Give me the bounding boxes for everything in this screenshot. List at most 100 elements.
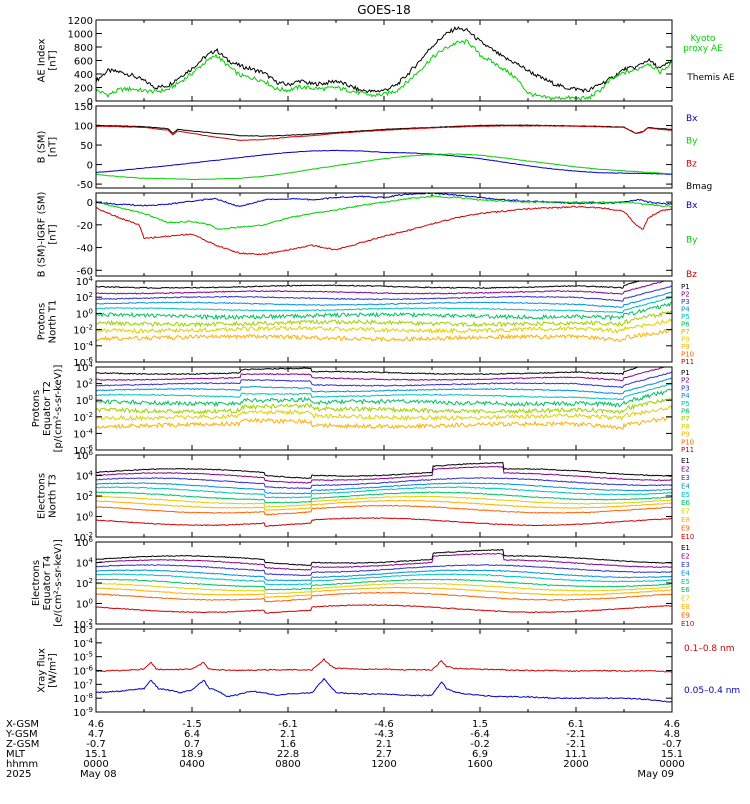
channel-legend-label: P6 xyxy=(681,408,690,416)
y-tick-label: 10-6 xyxy=(73,444,93,457)
ephemeris-value: -0.7 xyxy=(662,739,682,750)
ephemeris-value: 1200 xyxy=(371,759,396,770)
y-tick-label: 106 xyxy=(76,449,94,462)
y-axis-label-line: [W/m²] xyxy=(48,653,59,688)
legend-label: Bx xyxy=(686,114,698,124)
channel-legend-label: E1 xyxy=(681,544,690,552)
y-tick-label: 200 xyxy=(74,84,93,95)
channel-legend-label: E8 xyxy=(681,603,690,611)
ephemeris-value: -2.1 xyxy=(566,739,586,750)
y-tick-label: -20 xyxy=(77,221,93,232)
channel-legend-label: P10 xyxy=(681,351,694,359)
channel-legend-label: E10 xyxy=(681,533,694,541)
y-tick-label: 10-2 xyxy=(73,531,93,544)
ephemeris-value: -0.2 xyxy=(470,739,490,750)
channel-legend-label: P5 xyxy=(681,313,690,321)
y-tick-label: 102 xyxy=(76,490,93,503)
channel-line xyxy=(96,591,672,603)
y-axis-label-line: [e/(cm²-s-sr-keV)] xyxy=(53,539,64,627)
legend-label: Themis AE xyxy=(686,73,735,83)
y-axis-label: B (SM)-IGRF (SM) [nT] xyxy=(37,192,59,278)
ephemeris-value: 6.1 xyxy=(568,719,584,730)
legend-label: Bmag xyxy=(686,182,712,192)
ephemeris-value: 0400 xyxy=(179,759,204,770)
channel-legend-label: P4 xyxy=(681,306,690,314)
ephemeris-value: 15.1 xyxy=(85,749,107,760)
ephemeris-value: May 09 xyxy=(637,769,674,780)
channel-legend-label: E7 xyxy=(681,508,690,516)
channel-legend-label: P5 xyxy=(681,400,690,408)
channel-legend-label: P3 xyxy=(681,384,690,392)
channel-line xyxy=(96,499,672,511)
channel-line xyxy=(96,548,672,567)
y-axis-label: Xray flux [W/m²] xyxy=(37,648,59,693)
y-tick-label: 102 xyxy=(76,291,93,304)
channel-legend-label: E9 xyxy=(681,612,690,620)
y-axis-label: B (SM) [nT] xyxy=(37,130,59,163)
channel-legend-label: P2 xyxy=(681,291,690,299)
channel-line xyxy=(96,377,672,395)
channel-legend-label: P9 xyxy=(681,343,690,351)
ephemeris-value: 1.5 xyxy=(472,719,488,730)
channel-legend-label: E6 xyxy=(681,499,690,507)
channel-legend-label: E3 xyxy=(681,474,690,482)
channel-line xyxy=(96,397,672,415)
y-axis-label: Protons Equator T2 [p/(cm²-s-sr-keV)] xyxy=(31,365,64,453)
y-axis-label-line: [nT] xyxy=(48,224,59,244)
y-tick-label: 100 xyxy=(74,122,93,133)
y-tick-label: 100 xyxy=(76,394,93,407)
y-tick-label: 100 xyxy=(76,598,93,611)
y-tick-label: 1000 xyxy=(68,30,93,41)
channel-legend-label: E2 xyxy=(681,465,690,473)
ephemeris-value: May 08 xyxy=(80,769,117,780)
ephemeris-value: 22.8 xyxy=(277,749,299,760)
channel-line xyxy=(96,491,672,504)
ephemeris-value: 1600 xyxy=(467,759,492,770)
y-tick-label: -50 xyxy=(77,180,93,191)
channel-legend-label: E8 xyxy=(681,516,690,524)
panel-4-plot-area xyxy=(96,281,672,343)
channel-legend-label: P4 xyxy=(681,392,690,400)
y-axis-label-line: AE Index xyxy=(37,38,48,82)
y-tick-label: 10-8 xyxy=(73,692,93,705)
channel-line xyxy=(96,578,672,591)
panel-frame xyxy=(95,105,673,189)
ephemeris-value: 15.1 xyxy=(661,749,683,760)
y-tick-label: 100 xyxy=(76,511,93,524)
channel-line xyxy=(96,564,672,577)
channel-legend-label: P11 xyxy=(681,358,694,366)
channel-legend-label: P7 xyxy=(681,415,690,423)
legend-label: Bx xyxy=(686,201,698,211)
channel-line xyxy=(96,552,672,571)
ephemeris-row-label: MLT xyxy=(6,749,26,760)
y-tick-label: 102 xyxy=(76,577,93,590)
y-tick-label: 10-7 xyxy=(73,678,93,691)
panel-7-plot-area xyxy=(96,548,672,614)
ephemeris-value: 2.1 xyxy=(280,729,296,740)
ephemeris-value: 6.9 xyxy=(472,749,488,760)
channel-line xyxy=(96,573,672,586)
ephemeris-value: 18.9 xyxy=(181,749,203,760)
y-tick-label: 104 xyxy=(76,361,94,374)
channel-line xyxy=(96,367,667,382)
ephemeris-row-label: Y-GSM xyxy=(5,729,38,740)
y-tick-label: 10-4 xyxy=(73,637,93,650)
y-tick-label: 10-4 xyxy=(73,340,93,353)
channel-line xyxy=(96,586,672,599)
channel-line xyxy=(96,495,672,508)
channel-legend-label: P9 xyxy=(681,431,690,439)
ephemeris-value: 0000 xyxy=(659,759,684,770)
channel-line xyxy=(96,371,672,389)
channel-legend-label: P2 xyxy=(681,377,690,385)
y-axis-label: Electrons Equator T4 [e/(cm²-s-sr-keV)] xyxy=(31,539,64,627)
ephemeris-row-label: Z-GSM xyxy=(6,739,39,750)
channel-line xyxy=(96,327,672,343)
y-axis-label-line: [nT] xyxy=(48,50,59,70)
y-tick-label: 102 xyxy=(76,378,93,391)
ephemeris-value: 6.4 xyxy=(184,729,200,740)
y-tick-label: 0 xyxy=(87,161,93,172)
ephemeris-value: 2.1 xyxy=(376,739,392,750)
ephemeris-value: -6.1 xyxy=(278,719,298,730)
y-tick-label: 104 xyxy=(76,275,94,288)
channel-legend-label: P7 xyxy=(681,328,690,336)
